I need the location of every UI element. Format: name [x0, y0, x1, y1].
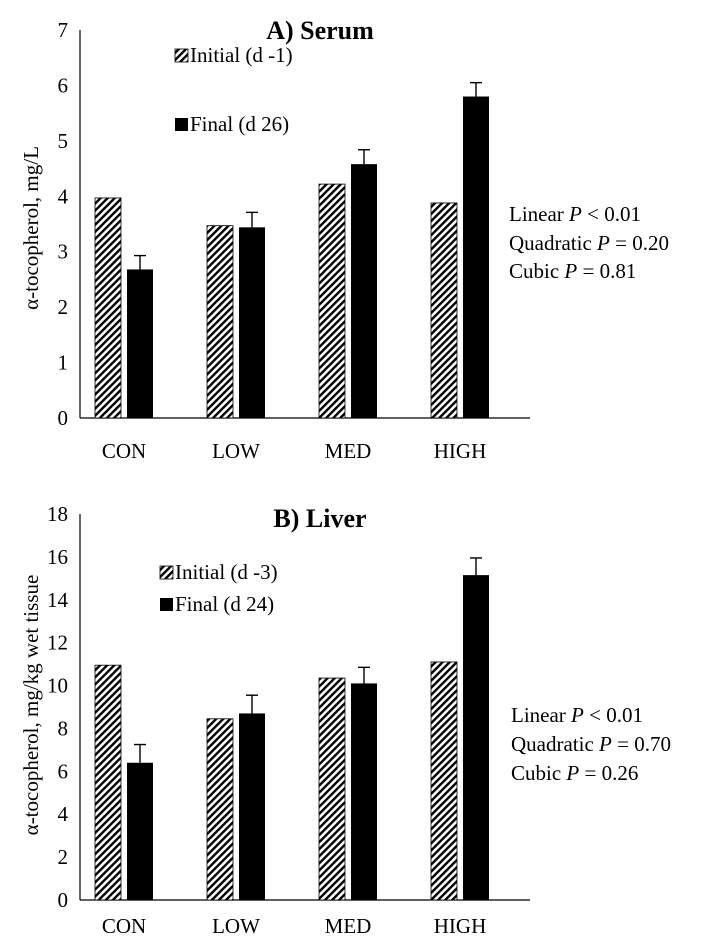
y-tick-label: 10	[47, 674, 68, 698]
bar-final	[351, 164, 377, 418]
x-tick-label: MED	[325, 439, 372, 463]
bar-final	[351, 683, 377, 900]
stat-linear: Linear P < 0.01	[509, 202, 641, 226]
y-tick-label: 2	[58, 845, 69, 869]
legend-label-final: Final (d 24)	[175, 592, 274, 616]
chart-title: B) Liver	[273, 504, 366, 533]
y-axis-label: α-tocopherol, mg/kg wet tissue	[19, 575, 43, 836]
legend-label-final: Final (d 26)	[190, 112, 289, 136]
bar-final	[463, 96, 489, 418]
stat-cubic: Cubic P = 0.26	[511, 761, 638, 785]
bar-final	[127, 762, 153, 900]
bar-final	[463, 575, 489, 900]
y-axis-label: α-tocopherol, mg/L	[19, 146, 43, 310]
x-tick-label: HIGH	[434, 914, 487, 938]
y-tick-label: 0	[58, 406, 69, 430]
serum-chart-panel: A) Serum α-tocopherol, mg/L 0 1 2 3 4 5 6 7 CON L…	[19, 16, 669, 463]
bar-initial	[318, 677, 346, 901]
legend-swatch-final	[160, 598, 173, 611]
legend: Initial (d -1) Final (d 26)	[174, 43, 293, 136]
x-tick-label: LOW	[212, 914, 260, 938]
bar-initial	[430, 661, 458, 901]
stats-annotation: Linear P < 0.01 Quadratic P = 0.20 Cubic…	[509, 202, 669, 283]
bar-initial	[206, 225, 234, 419]
legend: Initial (d -3) Final (d 24)	[159, 560, 278, 616]
legend-label-initial: Initial (d -3)	[175, 560, 278, 584]
bar-initial	[94, 664, 122, 901]
x-tick-label: LOW	[212, 439, 260, 463]
x-tick-label: CON	[102, 914, 146, 938]
y-tick-label: 0	[58, 888, 69, 912]
y-tick-label: 14	[47, 588, 69, 612]
legend-label-initial: Initial (d -1)	[190, 43, 293, 67]
stats-annotation: Linear P < 0.01 Quadratic P = 0.70 Cubic…	[511, 703, 671, 785]
y-tick-label: 1	[58, 351, 69, 375]
bar-final	[239, 227, 265, 418]
stat-linear: Linear P < 0.01	[511, 703, 643, 727]
y-tick-label: 2	[58, 295, 69, 319]
bar-initial	[206, 718, 234, 901]
y-tick-label: 7	[58, 18, 69, 42]
legend-swatch-initial	[159, 565, 174, 580]
y-tick-label: 4	[58, 184, 69, 208]
bar-initial	[94, 197, 122, 419]
stat-cubic: Cubic P = 0.81	[509, 259, 636, 283]
x-tick-label: CON	[102, 439, 146, 463]
chart-title: A) Serum	[266, 16, 374, 45]
bar-final	[127, 269, 153, 418]
bar-initial	[430, 202, 458, 419]
y-tick-label: 12	[47, 631, 68, 655]
plot-area: 0 2 4 6 8 10 12 14 16 18 CON LOW MED HIGH	[47, 502, 530, 938]
y-tick-label: 16	[47, 545, 68, 569]
plot-area: 0 1 2 3 4 5 6 7 CON LOW MED HIGH	[58, 18, 530, 463]
bar-final	[239, 713, 265, 900]
y-tick-label: 8	[58, 716, 69, 740]
y-tick-label: 4	[58, 802, 69, 826]
liver-chart-panel: B) Liver α-tocopherol, mg/kg wet tissue …	[19, 502, 671, 938]
y-tick-label: 6	[58, 759, 69, 783]
x-tick-label: HIGH	[434, 439, 487, 463]
y-tick-label: 6	[58, 73, 69, 97]
x-tick-label: MED	[325, 914, 372, 938]
y-tick-label: 5	[58, 129, 69, 153]
y-tick-label: 3	[58, 240, 69, 264]
stat-quadratic: Quadratic P = 0.70	[511, 732, 671, 756]
legend-swatch-initial	[174, 48, 189, 63]
y-tick-label: 18	[47, 502, 68, 526]
bar-initial	[318, 183, 346, 419]
stat-quadratic: Quadratic P = 0.20	[509, 231, 669, 255]
legend-swatch-final	[175, 118, 188, 131]
